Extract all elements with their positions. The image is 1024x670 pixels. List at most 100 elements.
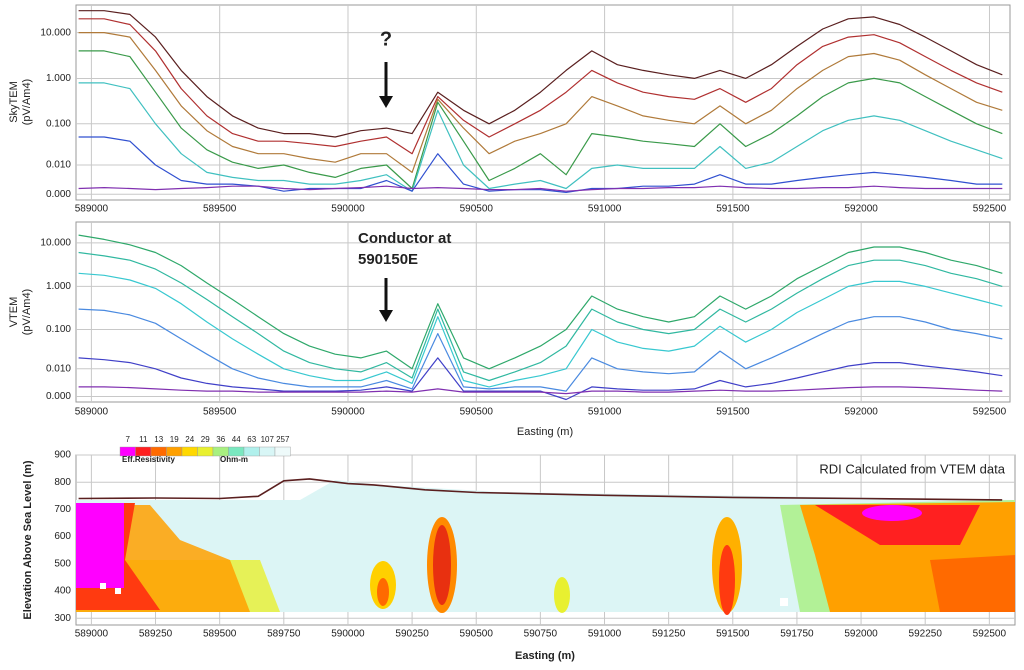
panel-frame — [75, 221, 1011, 403]
section-zone — [930, 555, 1015, 612]
y-tick-label: 1.000 — [46, 281, 71, 292]
x-tick-label: 589000 — [75, 629, 109, 640]
colorbar-swatch — [259, 446, 276, 457]
colorbar-tick-label: 29 — [201, 435, 210, 444]
series-line — [78, 10, 1003, 138]
x-tick-label: 589250 — [139, 629, 173, 640]
series-line — [78, 185, 1003, 192]
series-line — [78, 272, 1003, 388]
x-tick-label: 589000 — [75, 407, 109, 418]
section-anomaly — [377, 578, 389, 606]
y-axis-label: (pV/Am4) — [21, 289, 33, 335]
x-tick-label: 590000 — [331, 204, 365, 215]
x-tick-label: 592000 — [844, 204, 878, 215]
series-line — [78, 357, 1003, 401]
x-tick-label: 591500 — [716, 629, 750, 640]
series-line — [78, 234, 1003, 370]
y-tick-label: 1.000 — [46, 73, 71, 84]
colorbar-tick-label: 257 — [276, 435, 290, 444]
x-tick-label: 592500 — [973, 629, 1007, 640]
label-layer: 0.000 0.010 0.100 1.000 10.000 589000 589500 59… — [40, 27, 1006, 639]
curve-layer — [78, 10, 1003, 501]
section-gap — [115, 588, 121, 594]
colorbar-unit: Ohm-m — [220, 455, 248, 464]
section-zone — [76, 503, 124, 588]
colorbar-tick-label: 11 — [139, 435, 148, 444]
y-tick-label: 0.010 — [46, 363, 71, 374]
y-tick-label: 700 — [54, 504, 71, 515]
annotation: ? — [380, 28, 392, 50]
x-tick-label: 589500 — [203, 204, 237, 215]
section-zone — [815, 505, 980, 545]
series-line — [78, 82, 1003, 192]
y-axis-label: VTEM — [8, 297, 20, 328]
series-line — [78, 308, 1003, 392]
x-tick-label: 590500 — [460, 629, 494, 640]
colorbar-tick-label: 107 — [261, 435, 275, 444]
x-tick-label: 592000 — [844, 407, 878, 418]
x-tick-label: 591250 — [652, 629, 686, 640]
x-tick-label: 590750 — [524, 629, 558, 640]
x-tick-label: 591000 — [588, 204, 622, 215]
annotation: 590150E — [358, 251, 418, 268]
colorbar-tick-label: 63 — [247, 435, 256, 444]
section-anomaly — [433, 525, 451, 605]
x-tick-label: 590500 — [460, 204, 494, 215]
x-tick-label: 590000 — [331, 629, 365, 640]
x-axis-label: Easting (m) — [515, 650, 575, 662]
y-tick-label: 400 — [54, 586, 71, 597]
y-axis-label: Elevation Above Sea Level (m) — [22, 460, 34, 619]
series-line — [78, 386, 1003, 395]
colorbar-tick-label: 36 — [216, 435, 225, 444]
y-tick-label: 600 — [54, 531, 71, 542]
section-anomaly — [862, 505, 922, 521]
y-tick-label: 300 — [54, 613, 71, 624]
colorbar-label: Eff.Resistivity — [122, 455, 175, 464]
x-tick-label: 589500 — [203, 407, 237, 418]
series-line — [78, 32, 1003, 173]
section-gap — [780, 598, 788, 606]
section-fill — [76, 480, 1015, 612]
colorbar-tick-label: 44 — [232, 435, 241, 444]
x-tick-label: 591000 — [588, 629, 622, 640]
x-tick-label: 591000 — [588, 407, 622, 418]
series-line — [78, 136, 1003, 193]
series-line — [78, 478, 1003, 501]
x-tick-label: 590500 — [460, 407, 494, 418]
x-tick-label: 590250 — [395, 629, 429, 640]
x-tick-label: 591500 — [716, 407, 750, 418]
chart-title: RDI Calculated from VTEM data — [819, 461, 1005, 476]
y-tick-label: 0.010 — [46, 160, 71, 171]
y-tick-label: 800 — [54, 477, 71, 488]
series-line — [78, 18, 1003, 155]
x-tick-label: 590000 — [331, 407, 365, 418]
x-tick-label: 591750 — [780, 629, 814, 640]
x-tick-label: 589750 — [267, 629, 301, 640]
section-anomaly — [719, 545, 735, 615]
y-tick-label: 0.000 — [46, 391, 71, 402]
colorbar-tick-label: 7 — [126, 435, 131, 444]
y-tick-label: 900 — [54, 450, 71, 461]
y-tick-label: 0.100 — [46, 324, 71, 335]
x-tick-label: 589000 — [75, 204, 109, 215]
x-tick-label: 592500 — [973, 204, 1007, 215]
arrow-head — [379, 310, 393, 322]
y-axis-label: SkyTEM — [8, 81, 20, 123]
section-anomaly — [554, 577, 570, 613]
panel-frame — [75, 4, 1011, 201]
colorbar-swatch — [274, 446, 291, 457]
annotation: Conductor at — [358, 230, 451, 247]
colorbar-swatch — [181, 446, 198, 457]
y-tick-label: 0.100 — [46, 118, 71, 129]
x-axis-label: Easting (m) — [517, 426, 573, 438]
resistivity-section — [76, 480, 1015, 615]
series-line — [78, 50, 1003, 190]
colorbar-tick-label: 19 — [170, 435, 179, 444]
x-tick-label: 592500 — [973, 407, 1007, 418]
section-gap — [100, 583, 106, 589]
colorbar-tick-label: 24 — [185, 435, 194, 444]
y-tick-label: 500 — [54, 558, 71, 569]
colorbar-swatch — [197, 446, 214, 457]
y-tick-label: 0.000 — [46, 189, 71, 200]
